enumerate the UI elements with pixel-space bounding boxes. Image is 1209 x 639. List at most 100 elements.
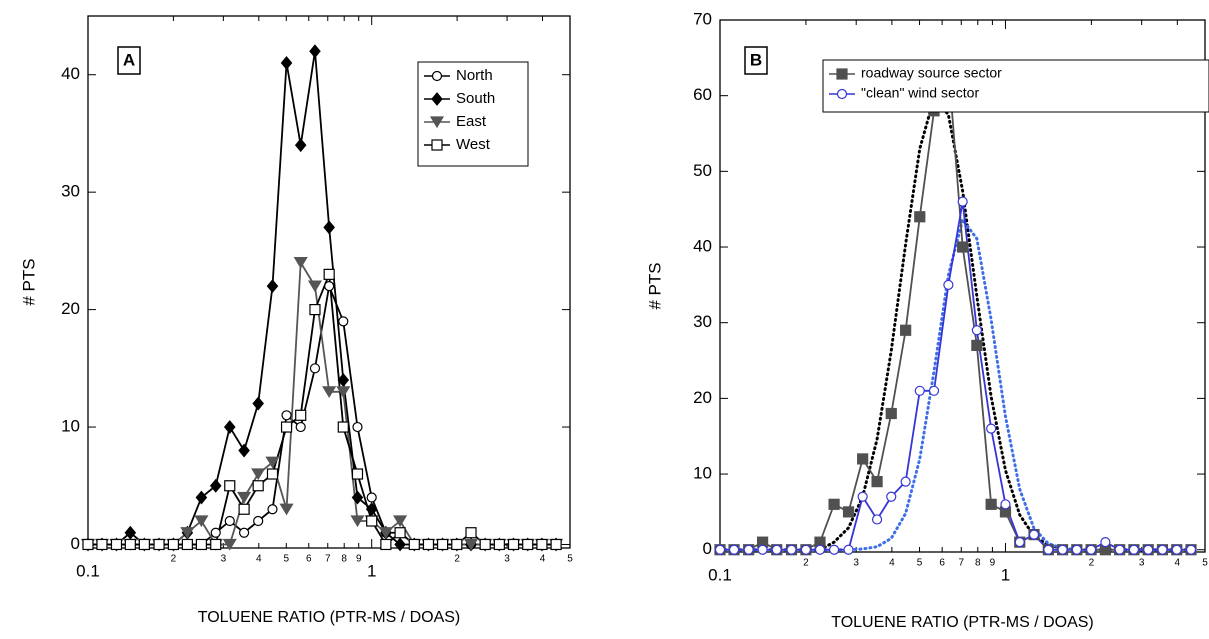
x-tick-label: 7 (958, 558, 964, 569)
marker (110, 538, 123, 551)
marker (338, 316, 349, 327)
panel: 0 10 20 30 40 50 60 70 0.1 2 3 4 5 6 7 8 91 2 3 4 5 # PTS TOLU… (645, 9, 1209, 631)
marker (928, 385, 940, 396)
legend-marker (431, 70, 443, 82)
x-tick-label: 5 (1202, 558, 1208, 569)
x-axis-label: TOLUENE RATIO (PTR-MS / DOAS) (198, 609, 461, 626)
x-tick-label: 4 (540, 554, 546, 565)
marker (914, 385, 925, 396)
marker (295, 421, 306, 433)
legend-marker (836, 68, 848, 80)
y-tick-label: 10 (61, 417, 80, 436)
marker (195, 538, 207, 551)
marker (871, 514, 883, 525)
marker (1085, 544, 1097, 555)
x-tick-label: 1 (367, 561, 376, 580)
marker (323, 220, 335, 235)
x-tick-label: 2 (803, 558, 809, 569)
marker (266, 279, 279, 294)
marker (536, 538, 548, 551)
marker (181, 538, 193, 551)
series-line (88, 282, 557, 546)
marker (1043, 544, 1054, 555)
marker (971, 339, 983, 352)
marker (265, 456, 280, 469)
marker (771, 544, 782, 555)
marker (309, 44, 321, 59)
x-tick-label: 0.1 (76, 561, 100, 580)
x-tick-label: 4 (1175, 558, 1181, 569)
marker (900, 476, 911, 487)
marker (266, 468, 279, 480)
y-axis-label: # PTS (19, 258, 38, 305)
legend-label: "clean" wind sector (861, 85, 979, 101)
x-tick-label: 3 (221, 554, 227, 565)
marker (210, 538, 222, 551)
marker (224, 515, 235, 527)
marker (437, 538, 449, 551)
x-tick-label: 9 (356, 554, 362, 565)
marker (295, 409, 307, 421)
x-tick-label: 6 (939, 558, 945, 569)
x-axis-label: TOLUENE RATIO (PTR-MS / DOAS) (831, 614, 1094, 631)
marker (209, 478, 222, 493)
marker (351, 490, 364, 505)
marker (463, 538, 479, 551)
marker (522, 538, 534, 551)
marker (96, 538, 108, 551)
marker (828, 498, 840, 510)
marker (394, 527, 406, 539)
x-tick-label: 2 (454, 554, 460, 565)
x-tick-label: 3 (1139, 558, 1145, 569)
marker (714, 544, 726, 555)
legend-marker (836, 88, 848, 100)
series-line (720, 65, 1192, 551)
marker (238, 443, 250, 458)
marker (194, 515, 209, 528)
marker (871, 476, 883, 488)
x-tick-label: 8 (341, 554, 347, 565)
x-tick-label: 0.1 (708, 565, 732, 584)
legend-label: West (456, 136, 491, 153)
y-tick-label: 10 (693, 464, 712, 483)
panel-label: B (750, 50, 762, 69)
marker (281, 410, 292, 421)
legend-label: East (456, 113, 487, 130)
marker (253, 515, 264, 527)
marker (267, 504, 278, 515)
marker (1128, 544, 1140, 555)
marker (366, 515, 378, 527)
series-line (88, 259, 557, 546)
marker (493, 538, 505, 551)
marker (800, 544, 812, 555)
plot-frame (719, 19, 1206, 553)
x-tick-label: 9 (990, 558, 996, 569)
marker (900, 324, 912, 336)
x-tick-label: 7 (325, 554, 331, 565)
marker (307, 280, 323, 293)
x-tick-label: 5 (284, 554, 290, 565)
marker (124, 525, 137, 540)
x-tick-label: 8 (975, 558, 981, 569)
legend-marker (431, 139, 443, 151)
marker (1114, 544, 1125, 555)
marker (309, 363, 321, 374)
marker (1157, 544, 1168, 555)
marker (550, 538, 562, 551)
marker (239, 527, 250, 538)
marker (279, 503, 294, 516)
marker (351, 468, 364, 480)
marker (195, 490, 208, 505)
marker (337, 421, 349, 433)
marker (507, 538, 520, 551)
x-tick-label: 3 (853, 558, 859, 569)
marker (324, 281, 335, 292)
marker (251, 468, 266, 481)
legend-box (822, 59, 1209, 113)
panel-label-box (744, 46, 768, 75)
marker (238, 503, 250, 515)
marker (224, 480, 236, 492)
legend-label: roadway source sector (861, 65, 1002, 81)
marker (857, 453, 869, 465)
marker (394, 537, 406, 552)
